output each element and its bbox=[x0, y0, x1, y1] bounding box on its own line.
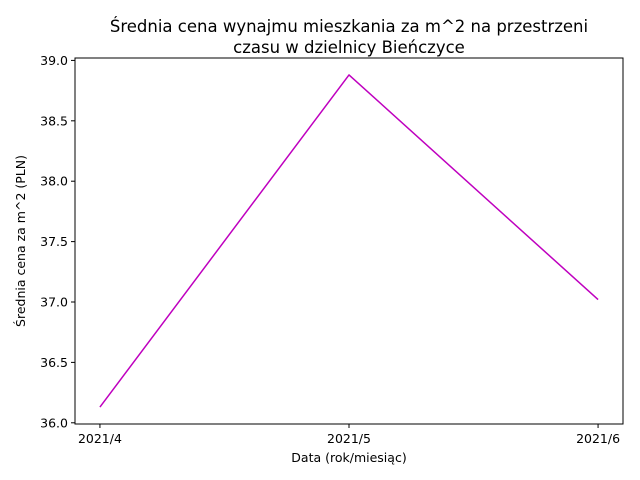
x-tick-label: 2021/4 bbox=[78, 431, 122, 446]
chart-title-line-1: Średnia cena wynajmu mieszkania za m^2 n… bbox=[110, 17, 588, 36]
series-layer bbox=[99, 74, 599, 408]
x-axis: 2021/4 2021/5 2021/6 bbox=[78, 424, 620, 446]
y-axis: 36.0 36.5 37.0 37.5 38.0 38.5 39.0 bbox=[40, 53, 75, 430]
y-tick-label: 36.0 bbox=[40, 415, 68, 430]
plot-frame bbox=[74, 57, 624, 425]
y-tick-label: 37.5 bbox=[40, 234, 68, 249]
x-tick-label: 2021/5 bbox=[327, 431, 371, 446]
y-tick-label: 37.0 bbox=[40, 295, 68, 310]
y-tick-label: 36.5 bbox=[40, 355, 68, 370]
series-line bbox=[99, 74, 599, 408]
y-tick-label: 38.5 bbox=[40, 113, 68, 128]
x-axis-label: Data (rok/miesiąc) bbox=[291, 450, 406, 465]
chart-title-line-2: czasu w dzielnicy Bieńczyce bbox=[233, 38, 465, 57]
y-tick-label: 38.0 bbox=[40, 174, 68, 189]
y-axis-label: Średnia cena za m^2 (PLN) bbox=[13, 155, 28, 327]
y-tick-label: 39.0 bbox=[40, 53, 68, 68]
x-tick-label: 2021/6 bbox=[576, 431, 620, 446]
